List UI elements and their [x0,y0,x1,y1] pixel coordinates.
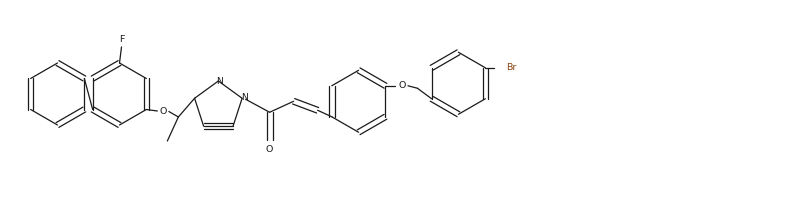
Text: O: O [266,145,273,154]
Text: N: N [216,78,223,86]
Text: F: F [119,35,124,44]
Text: N: N [241,93,248,102]
Text: O: O [399,81,406,90]
Text: O: O [160,106,167,115]
Text: Br: Br [506,63,516,72]
